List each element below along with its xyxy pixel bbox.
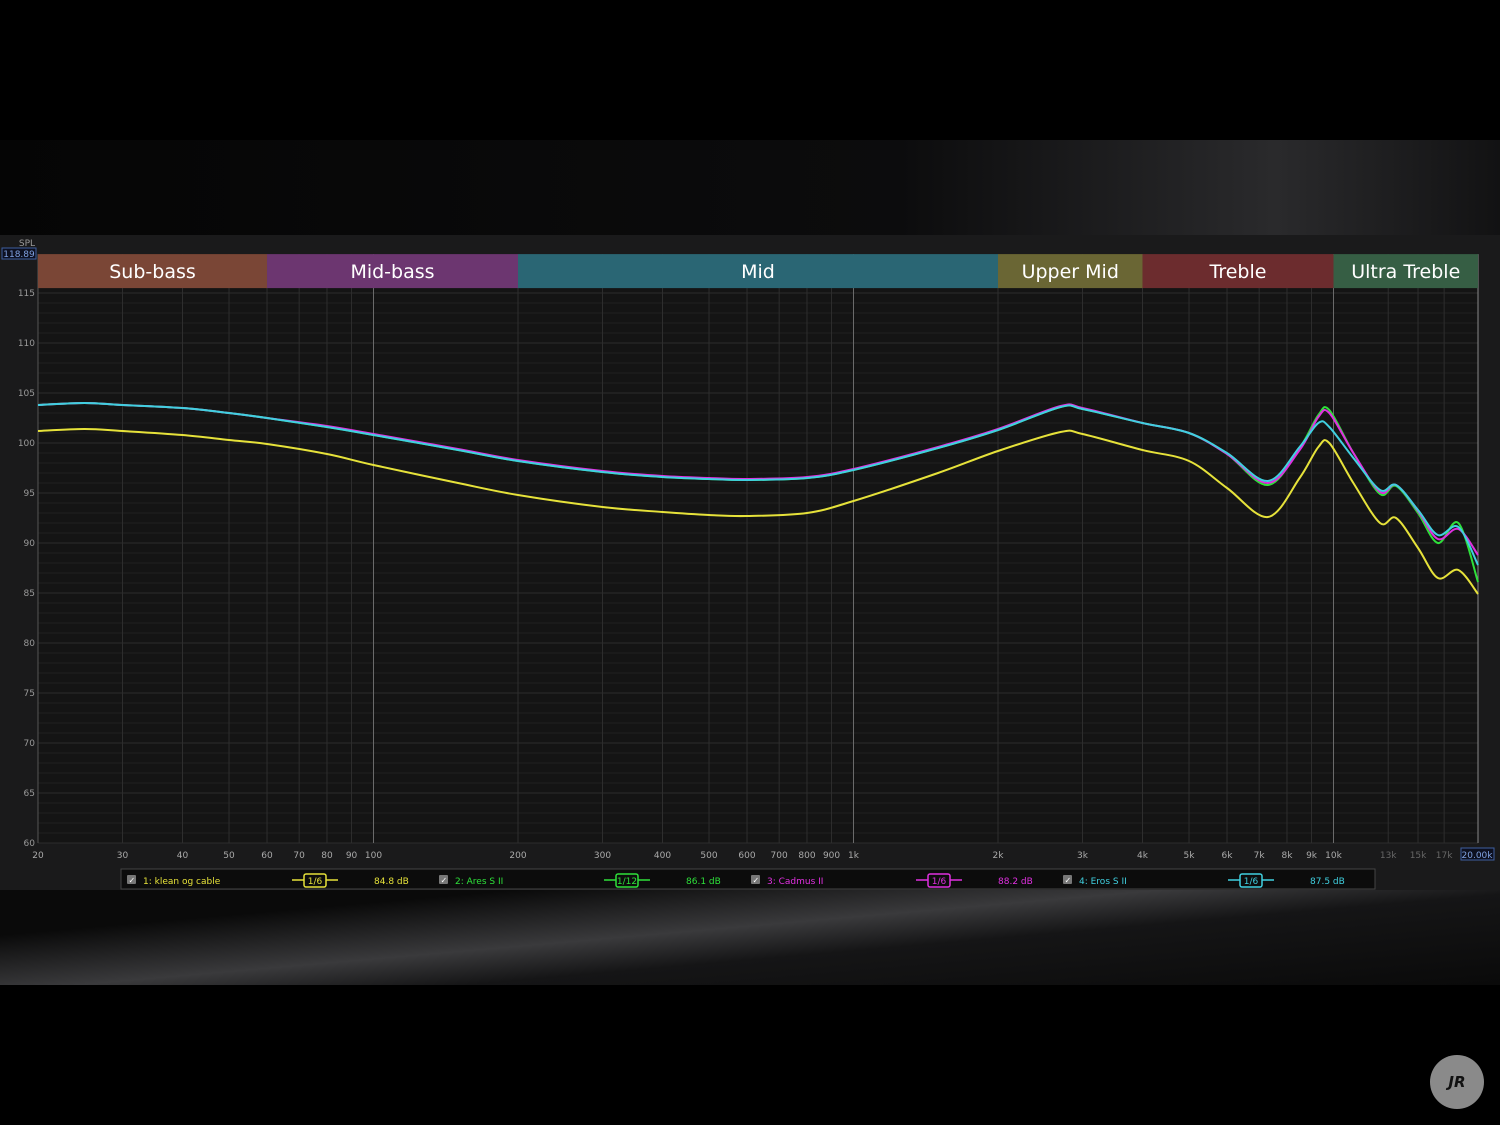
legend-level: 84.8 dB: [374, 877, 409, 887]
legend-name: 1: klean og cable: [143, 877, 221, 887]
legend-level: 87.5 dB: [1310, 877, 1345, 887]
x-tick-label: 100: [365, 851, 382, 861]
x-tick-label: 3k: [1077, 851, 1089, 861]
x-tick-label: 800: [798, 851, 815, 861]
fr-curve-1[interactable]: [37, 427, 1479, 595]
legend-name: 3: Cadmus II: [767, 877, 823, 887]
x-tick-label: 7k: [1254, 851, 1266, 861]
x-tick-label: 2k: [993, 851, 1005, 861]
band-ultra-treble: [1333, 254, 1478, 289]
x-tick-label: 30: [117, 851, 129, 861]
plot-area: [38, 254, 1478, 844]
x-tick-label: 400: [654, 851, 671, 861]
y-tick-label: 100: [18, 439, 35, 449]
y-tick-label: 90: [24, 539, 36, 549]
y-tick-label: 110: [18, 339, 35, 349]
smoothing-button[interactable]: [615, 873, 639, 888]
legend-checkbox[interactable]: [439, 875, 448, 884]
smoothing-label: 1/6: [308, 877, 323, 887]
band-mid-bass: [267, 254, 518, 289]
band-label: Sub-bass: [109, 261, 196, 283]
check-icon: ✓: [753, 876, 760, 885]
legend-name: 4: Eros S II: [1079, 877, 1127, 887]
x-tick-label: 80: [321, 851, 333, 861]
band-treble: [1142, 254, 1334, 289]
legend-level: 88.2 dB: [998, 877, 1033, 887]
smoothing-label: 1/12: [617, 877, 637, 887]
smoothing-label: 1/6: [932, 877, 947, 887]
legend-bar: [120, 868, 1376, 890]
check-icon: ✓: [441, 876, 448, 885]
check-icon: ✓: [129, 876, 136, 885]
y-tick-label: 70: [24, 739, 36, 749]
x-tick-label: 20: [32, 851, 44, 861]
x-tick-label: 5k: [1184, 851, 1196, 861]
x-tick-label: 4k: [1137, 851, 1149, 861]
legend-checkbox[interactable]: [751, 875, 760, 884]
x-tick-label: 10k: [1325, 851, 1342, 861]
smoothing-label: 1/6: [1244, 877, 1259, 887]
jr-logo-button[interactable]: JR: [1430, 1055, 1484, 1109]
y-tick-label: 115: [18, 289, 35, 299]
legend-checkbox[interactable]: [127, 875, 136, 884]
y-tick-label: 80: [24, 639, 36, 649]
background-top: [0, 140, 1500, 235]
x-tick-label: 90: [346, 851, 358, 861]
band-label: Mid: [741, 261, 775, 283]
x-tick-label: 700: [771, 851, 788, 861]
legend-level: 86.1 dB: [686, 877, 721, 887]
y-axis-label: SPL: [19, 239, 35, 249]
y-tick-label: 75: [24, 689, 35, 699]
band-sub-bass: [38, 254, 268, 289]
fr-curve-4[interactable]: [37, 401, 1479, 566]
band-upper-mid: [998, 254, 1143, 289]
x-tick-label: 50: [223, 851, 235, 861]
x-tick-label: 8k: [1282, 851, 1294, 861]
spl-readout: 118.89: [3, 250, 35, 260]
x-tick-label: 600: [738, 851, 755, 861]
background-bottom: [0, 890, 1500, 985]
x-tick-label: 60: [261, 851, 273, 861]
x-tick-label: 70: [293, 851, 305, 861]
y-tick-label: 95: [24, 489, 35, 499]
y-tick-label: 85: [24, 589, 35, 599]
check-icon: ✓: [1065, 876, 1072, 885]
x-tick-label: 500: [700, 851, 717, 861]
legend-name: 2: Ares S II: [455, 877, 503, 887]
freq-readout: 20.00k: [1462, 851, 1494, 861]
x-tick-label: 40: [177, 851, 189, 861]
freq-readout-box: [1460, 847, 1495, 861]
band-label: Mid-bass: [350, 261, 434, 283]
band-label: Upper Mid: [1022, 261, 1119, 283]
x-tick-label: 300: [594, 851, 611, 861]
y-tick-label: 65: [24, 789, 35, 799]
x-tick-label: 15k: [1410, 851, 1427, 861]
spl-readout-box: [1, 247, 37, 260]
x-tick-label: 9k: [1306, 851, 1318, 861]
y-tick-label: 60: [24, 839, 36, 849]
band-label: Treble: [1209, 261, 1267, 283]
band-label: Ultra Treble: [1351, 261, 1460, 283]
smoothing-button[interactable]: [927, 873, 951, 888]
x-tick-label: 1k: [848, 851, 860, 861]
x-tick-label: 17k: [1436, 851, 1453, 861]
x-tick-label: 13k: [1380, 851, 1397, 861]
y-tick-label: 105: [18, 389, 35, 399]
smoothing-button[interactable]: [1239, 873, 1263, 888]
band-mid: [518, 254, 998, 289]
x-tick-label: 200: [509, 851, 526, 861]
legend-checkbox[interactable]: [1063, 875, 1072, 884]
x-tick-label: 900: [823, 851, 840, 861]
smoothing-button[interactable]: [303, 873, 327, 888]
x-tick-label: 6k: [1222, 851, 1234, 861]
